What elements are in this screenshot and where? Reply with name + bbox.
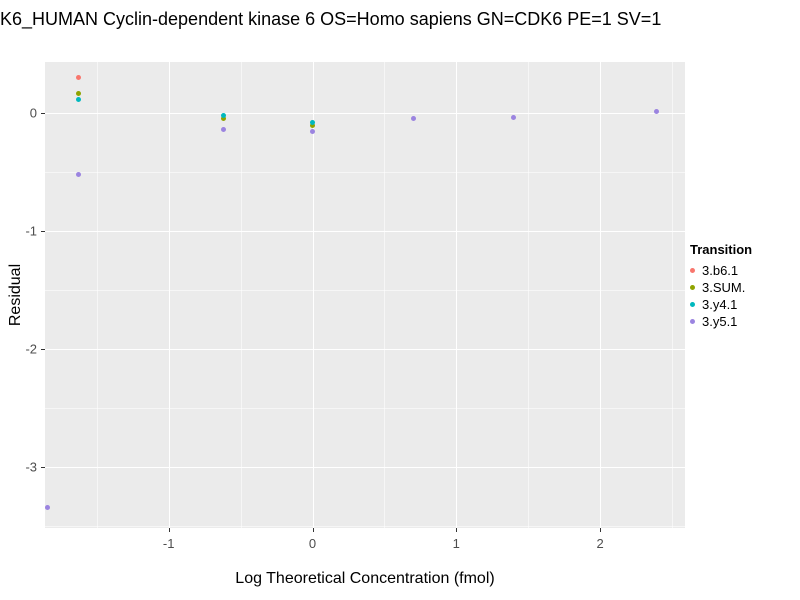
- data-point: [310, 123, 315, 129]
- major-gridline-x: [600, 62, 602, 528]
- y-tick-mark: [41, 112, 45, 114]
- x-tick-mark: [600, 528, 602, 532]
- data-point: [220, 116, 226, 122]
- major-gridline-y: [45, 466, 685, 468]
- legend-label: 3.y4.1: [702, 297, 738, 312]
- data-point: [220, 112, 226, 118]
- major-gridline-y: [45, 112, 685, 114]
- legend-item: 3.y4.1: [690, 296, 752, 313]
- x-tick-label: -1: [162, 536, 175, 551]
- data-point: [310, 129, 315, 135]
- minor-gridline-y: [45, 289, 685, 291]
- x-axis-label: Log Theoretical Concentration (fmol): [235, 570, 495, 587]
- y-tick-label: -1: [25, 223, 37, 239]
- x-tick-label: 2: [596, 536, 604, 551]
- data-point: [75, 91, 81, 97]
- legend-item: 3.y5.1: [690, 313, 752, 330]
- data-point: [410, 116, 416, 122]
- y-tick-mark: [41, 348, 45, 350]
- major-gridline-x: [456, 62, 458, 528]
- major-gridline-y: [45, 230, 685, 232]
- data-point: [75, 97, 81, 103]
- x-tick-label: 1: [452, 536, 460, 551]
- legend-label: 3.b6.1: [702, 263, 739, 278]
- legend-label: 3.SUM.: [702, 280, 746, 295]
- chart-title: K6_HUMAN Cyclin-dependent kinase 6 OS=Ho…: [0, 9, 662, 29]
- y-tick-mark: [41, 466, 45, 468]
- y-tick-mark: [41, 230, 45, 232]
- major-gridline-y: [45, 348, 685, 350]
- x-tick-mark: [312, 528, 314, 532]
- legend-items: 3.b6.1 3.SUM. 3.y4.1 3.y5.1: [690, 262, 752, 330]
- legend-swatch: [690, 319, 695, 324]
- x-tick-mark: [168, 528, 170, 532]
- minor-gridline-y: [45, 407, 685, 409]
- minor-gridline-x: [528, 62, 530, 528]
- minor-gridline-x: [240, 62, 242, 528]
- major-gridline-x: [168, 62, 170, 528]
- data-point: [45, 505, 51, 511]
- data-point: [220, 126, 226, 132]
- legend-swatch: [690, 268, 695, 273]
- y-tick-label: -2: [25, 341, 37, 357]
- legend-swatch: [690, 302, 695, 307]
- y-axis-label: Residual: [7, 263, 24, 327]
- data-point: [653, 109, 659, 114]
- legend-label: 3.y5.1: [702, 314, 738, 329]
- legend-swatch: [690, 285, 695, 290]
- y-tick-label: 0: [29, 105, 37, 121]
- y-tick-label: -3: [25, 459, 37, 475]
- legend-item: 3.SUM.: [690, 279, 752, 296]
- legend-item: 3.b6.1: [690, 262, 752, 279]
- minor-gridline-x: [672, 62, 674, 528]
- x-tick-mark: [456, 528, 458, 532]
- minor-gridline-y: [45, 171, 685, 173]
- major-gridline-x: [312, 62, 314, 528]
- x-tick-label: 0: [308, 536, 317, 551]
- data-point: [75, 171, 81, 177]
- minor-gridline-x: [384, 62, 386, 528]
- plot-panel: [45, 62, 685, 528]
- legend-title: Transition: [690, 242, 753, 257]
- data-point: [310, 119, 315, 125]
- data-point: [511, 114, 517, 120]
- data-point: [75, 74, 81, 80]
- legend: Transition 3.b6.1 3.SUM. 3.y4.1 3.y5.1: [690, 242, 752, 330]
- minor-gridline-x: [96, 62, 98, 528]
- minor-gridline-y: [45, 525, 685, 527]
